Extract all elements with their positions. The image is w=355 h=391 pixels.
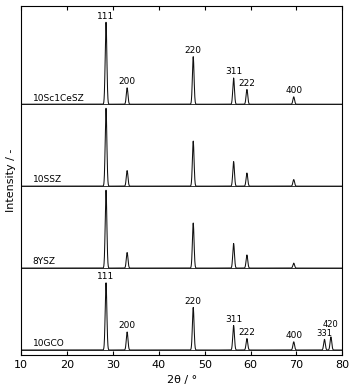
Text: 331: 331 (317, 329, 333, 338)
Y-axis label: Intensity / -: Intensity / - (6, 149, 16, 212)
Text: 8YSZ: 8YSZ (33, 257, 56, 266)
Text: 10GCO: 10GCO (33, 339, 64, 348)
Text: 220: 220 (185, 46, 202, 55)
Text: 222: 222 (239, 79, 255, 88)
Text: 311: 311 (225, 315, 242, 324)
Text: 400: 400 (285, 331, 302, 340)
Text: 111: 111 (97, 272, 115, 281)
Text: 222: 222 (239, 328, 255, 337)
Text: 311: 311 (225, 67, 242, 76)
X-axis label: 2θ / °: 2θ / ° (167, 375, 197, 386)
Text: 200: 200 (119, 77, 136, 86)
Text: 220: 220 (185, 297, 202, 306)
Text: 420: 420 (323, 319, 339, 328)
Text: 200: 200 (119, 321, 136, 330)
Text: 10Sc1CeSZ: 10Sc1CeSZ (33, 93, 84, 102)
Text: 400: 400 (285, 86, 302, 95)
Text: 10SSZ: 10SSZ (33, 176, 62, 185)
Text: 111: 111 (97, 12, 115, 21)
